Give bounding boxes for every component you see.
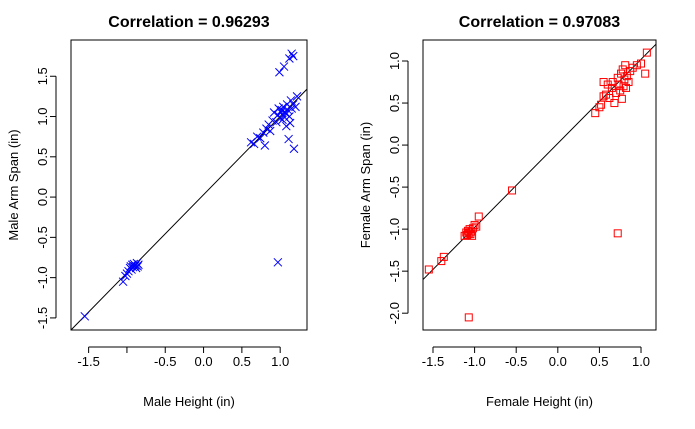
data-point	[472, 222, 481, 231]
data-point	[255, 133, 265, 143]
male-correlation-panel: Correlation = 0.96293 Male Height (in) Mal…	[6, 14, 308, 409]
plot-frame	[70, 39, 308, 331]
data-point	[134, 260, 143, 270]
y-tick-label: -0.5	[35, 226, 50, 248]
y-axis-label: Female Arm Span (in)	[358, 122, 373, 248]
data-point	[474, 212, 483, 221]
data-point	[288, 51, 298, 61]
data-point	[260, 141, 270, 150]
data-point	[612, 88, 621, 97]
data-point	[289, 144, 299, 154]
data-point	[287, 49, 297, 59]
data-point	[617, 94, 626, 103]
data-point	[133, 262, 143, 271]
data-point	[262, 124, 271, 133]
data-point	[291, 102, 300, 112]
data-point	[470, 220, 479, 229]
x-tick-label: 0.0	[195, 354, 213, 369]
x-tick-label: 0.5	[233, 354, 251, 369]
data-point	[468, 231, 477, 240]
data-point	[624, 78, 633, 87]
fit-line	[71, 88, 307, 330]
data-point	[597, 100, 606, 109]
x-tick-label: -0.5	[154, 354, 176, 369]
data-point	[595, 103, 604, 112]
y-tick-label: -1.0	[35, 266, 50, 288]
chart-title: Correlation = 0.97083	[459, 14, 621, 31]
y-tick-label: -1.5	[35, 307, 50, 329]
x-tick-label: 1.0	[271, 354, 289, 369]
data-point	[80, 311, 90, 321]
data-point	[618, 65, 627, 74]
y-tick-label: 1.5	[35, 67, 50, 85]
data-point	[265, 126, 275, 136]
data-point	[610, 99, 619, 108]
data-point	[622, 83, 631, 92]
data-layer	[423, 43, 656, 322]
data-point	[632, 61, 641, 70]
data-point	[603, 80, 612, 89]
x-tick-label: -1.0	[463, 354, 485, 369]
y-tick-label: -1.0	[387, 218, 402, 240]
data-point	[439, 252, 448, 261]
y-tick-label: 0.0	[387, 136, 402, 154]
data-point	[437, 257, 446, 266]
fit-line	[423, 43, 656, 280]
y-tick-label: 0.5	[387, 94, 402, 112]
data-point	[285, 118, 295, 128]
data-point	[605, 94, 614, 102]
x-tick-label: 1.0	[632, 354, 650, 369]
x-axis-label: Male Height (in)	[143, 394, 235, 409]
x-tick-label: 0.0	[549, 354, 567, 369]
data-point	[279, 62, 289, 71]
x-tick-label: 0.5	[590, 354, 608, 369]
x-tick-label: -0.5	[505, 354, 527, 369]
data-point	[599, 78, 608, 87]
data-point	[628, 63, 637, 72]
data-point	[599, 92, 608, 101]
data-point	[278, 102, 288, 112]
data-point	[292, 92, 302, 101]
data-point	[273, 257, 283, 267]
data-point	[608, 78, 617, 87]
female-correlation-panel: Correlation = 0.97083 Female Height (in) F…	[358, 14, 657, 409]
data-point	[466, 230, 475, 239]
plot-frame	[422, 39, 657, 331]
data-point	[613, 229, 622, 238]
data-point	[275, 67, 284, 77]
y-tick-label: -2.0	[387, 302, 402, 324]
data-point	[508, 186, 517, 195]
data-point	[131, 261, 140, 270]
data-point	[286, 96, 296, 105]
y-tick-label: 1.0	[387, 52, 402, 70]
data-point	[464, 313, 473, 322]
x-tick-label: -1.5	[422, 354, 444, 369]
data-point	[591, 109, 600, 118]
data-point	[637, 59, 646, 68]
y-tick-label: 1.0	[35, 107, 50, 125]
x-tick-label: -1.5	[77, 354, 99, 369]
data-layer	[71, 49, 307, 330]
data-point	[118, 277, 128, 287]
data-point	[285, 54, 294, 63]
y-axis-label: Male Arm Span (in)	[6, 129, 21, 240]
x-axis-label: Female Height (in)	[486, 394, 593, 409]
y-tick-label: -1.5	[387, 260, 402, 282]
data-point	[642, 48, 651, 57]
data-point	[641, 69, 650, 78]
y-tick-label: -0.5	[387, 176, 402, 198]
chart-title: Correlation = 0.96293	[108, 14, 270, 31]
y-tick-label: 0.0	[35, 188, 50, 206]
data-point	[284, 134, 293, 144]
y-tick-label: 0.5	[35, 148, 50, 166]
data-point	[258, 128, 268, 137]
data-point	[424, 265, 433, 274]
